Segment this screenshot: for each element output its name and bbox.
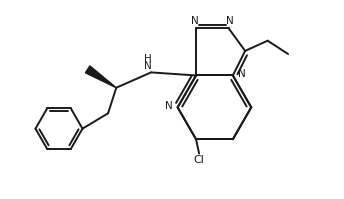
Text: N: N bbox=[191, 16, 199, 26]
Polygon shape bbox=[85, 66, 116, 88]
Text: N: N bbox=[144, 61, 152, 71]
Text: H: H bbox=[144, 54, 152, 64]
Text: N: N bbox=[226, 16, 234, 26]
Text: N: N bbox=[238, 69, 246, 79]
Text: N: N bbox=[165, 101, 172, 111]
Text: Cl: Cl bbox=[194, 155, 205, 165]
